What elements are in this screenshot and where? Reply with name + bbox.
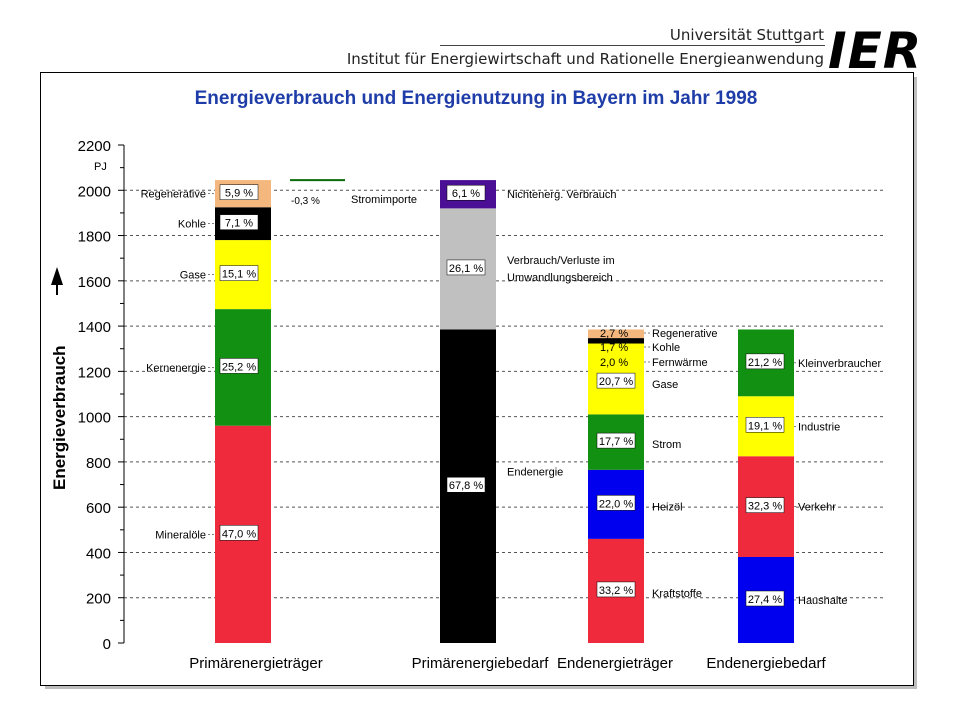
pct-label-box-kraftstoffe-2: [596, 581, 636, 598]
pct-label-box-kleinverbraucher-3: [745, 353, 785, 370]
y-tick-label: 0: [103, 636, 111, 653]
pct-label-heiz-l-2: 22,0 %: [599, 498, 633, 510]
pct-label-mineral-le: 47,0 %: [222, 528, 256, 540]
pct-label-haushalte-3: 27,4 %: [748, 594, 782, 606]
y-tick-label: 2000: [78, 183, 111, 200]
pct-label-box-kernenergie: [219, 358, 259, 374]
x-category-label-endenergietr-ger: Endenergieträger: [557, 655, 673, 672]
segment-label-industrie: Industrie: [798, 421, 840, 433]
segment-label-regenerative-2: Regenerative: [652, 328, 717, 340]
segment-label-kleinverbraucher: Kleinverbraucher: [798, 358, 881, 370]
y-unit-label: PJ: [94, 161, 107, 173]
segment-label-verkehr: Verkehr: [798, 502, 836, 514]
y-axis-arrow-icon: [51, 267, 63, 285]
bar-segment-kohle: [588, 338, 644, 344]
segment-label-regenerative: Regenerative: [141, 189, 206, 201]
y-tick-label: 1600: [78, 274, 111, 291]
bar-segment-fernw-rme: [588, 343, 644, 350]
pct-label-nichtenerg-verbrauch: 6,1 %: [452, 188, 480, 200]
pct-label-box-gase-2: [596, 372, 636, 389]
y-tick-label: 1000: [78, 410, 111, 427]
pct-label-verkehr-3: 32,3 %: [748, 501, 782, 513]
ier-logo: IER: [828, 22, 923, 80]
segment-label-kohle-2: Kohle: [652, 342, 680, 354]
pct-label-regenerative: 5,9 %: [225, 188, 253, 200]
pct-label-industrie-3: 19,1 %: [748, 420, 782, 432]
y-tick-label: 1400: [78, 319, 111, 336]
segment-label-nichtenerg-verbrauch: Nichtenerg. Verbrauch: [507, 189, 616, 201]
x-category-label-endenergiebedarf: Endenergiebedarf: [706, 655, 826, 672]
pct-label-box-mineral-le: [219, 525, 259, 541]
segment-label-fernw-rme-2: Fernwärme: [652, 357, 708, 369]
page-header: Universität Stuttgart Institut für Energ…: [0, 0, 960, 80]
segment-label-verbrauch-verluste: Verbrauch/Verluste im: [507, 255, 615, 267]
segment-label-kernenergie: Kernenergie: [146, 362, 206, 374]
header-divider: [440, 45, 825, 46]
pct-label-kernenergie: 25,2 %: [222, 361, 256, 373]
y-tick-label: 1800: [78, 229, 111, 246]
pct-label-kohle: 7,1 %: [225, 218, 253, 230]
pct-label-box-industrie-3: [745, 417, 785, 433]
y-tick-label: 600: [86, 500, 111, 517]
x-category-label-prim-renergietr-ger: Primärenergieträger: [189, 655, 322, 672]
pct-label-gase-2: 20,7 %: [599, 376, 633, 388]
pct-label-gase: 15,1 %: [222, 269, 256, 281]
pct-label-kraftstoffe-2: 33,2 %: [599, 585, 633, 597]
segment-label-gase: Gase: [180, 270, 206, 282]
pct-label-endenergie: 67,8 %: [449, 480, 483, 492]
pct-label-box-endenergie: [446, 476, 486, 493]
pct-label-box-heiz-l-2: [596, 495, 636, 511]
pct-label-box-strom-2: [596, 432, 636, 449]
pct-label-box-nichtenerg-verbrauch: [446, 184, 486, 201]
pct-label-box-verkehr-3: [745, 497, 785, 513]
pct-label-box-haushalte-3: [745, 590, 785, 607]
university-name: Universität Stuttgart: [669, 26, 824, 44]
chart-title: Energieverbrauch und Energienutzung in B…: [194, 88, 758, 109]
y-tick-label: 400: [86, 545, 111, 562]
segment-label-umwandlungsbereich: Umwandlungsbereich: [507, 272, 613, 284]
y-tick-label: 2200: [78, 138, 111, 155]
pct-label-fernw-rme-2: 2,0 %: [600, 357, 628, 369]
institute-name: Institut für Energiewirtschaft und Ratio…: [346, 50, 824, 68]
segment-label-heiz-l-2: Heizöl: [652, 501, 683, 513]
segment-label-haushalte: Haushalte: [798, 595, 848, 607]
segment-label-gase-2: Gase: [652, 379, 678, 391]
pct-label-box-kohle: [219, 214, 259, 230]
stromimporte-label: Stromimporte: [351, 194, 417, 206]
pct-label-regenerative-2: 2,7 %: [600, 328, 628, 340]
segment-label-kohle: Kohle: [178, 219, 206, 231]
x-category-label-prim-renergiebedarf: Primärenergiebedarf: [412, 655, 550, 672]
bar-segment-regenerative: [588, 329, 644, 339]
pct-label-verbrauch-verluste-im-umwandlungsbereich: 26,1 %: [449, 263, 483, 275]
y-tick-label: 800: [86, 455, 111, 472]
segment-label-endenergie: Endenergie: [507, 466, 563, 478]
stromimporte-pct-label: -0,3 %: [291, 196, 320, 207]
y-tick-label: 200: [86, 591, 111, 608]
segment-label-kraftstoffe-2: Kraftstoffe: [652, 588, 702, 600]
pct-label-kleinverbraucher-3: 21,2 %: [748, 357, 782, 369]
y-tick-label: 1200: [78, 364, 111, 381]
pct-label-kohle-2: 1,7 %: [600, 342, 628, 354]
pct-label-box-verbrauch-verluste-im-umwandlungsbereich: [446, 259, 486, 276]
pct-label-box-regenerative: [219, 184, 259, 200]
segment-label-strom-2: Strom: [652, 439, 681, 451]
pct-label-strom-2: 17,7 %: [599, 436, 633, 448]
pct-label-box-gase: [219, 265, 259, 281]
segment-label-mineral-le: Mineralöle: [155, 529, 206, 541]
